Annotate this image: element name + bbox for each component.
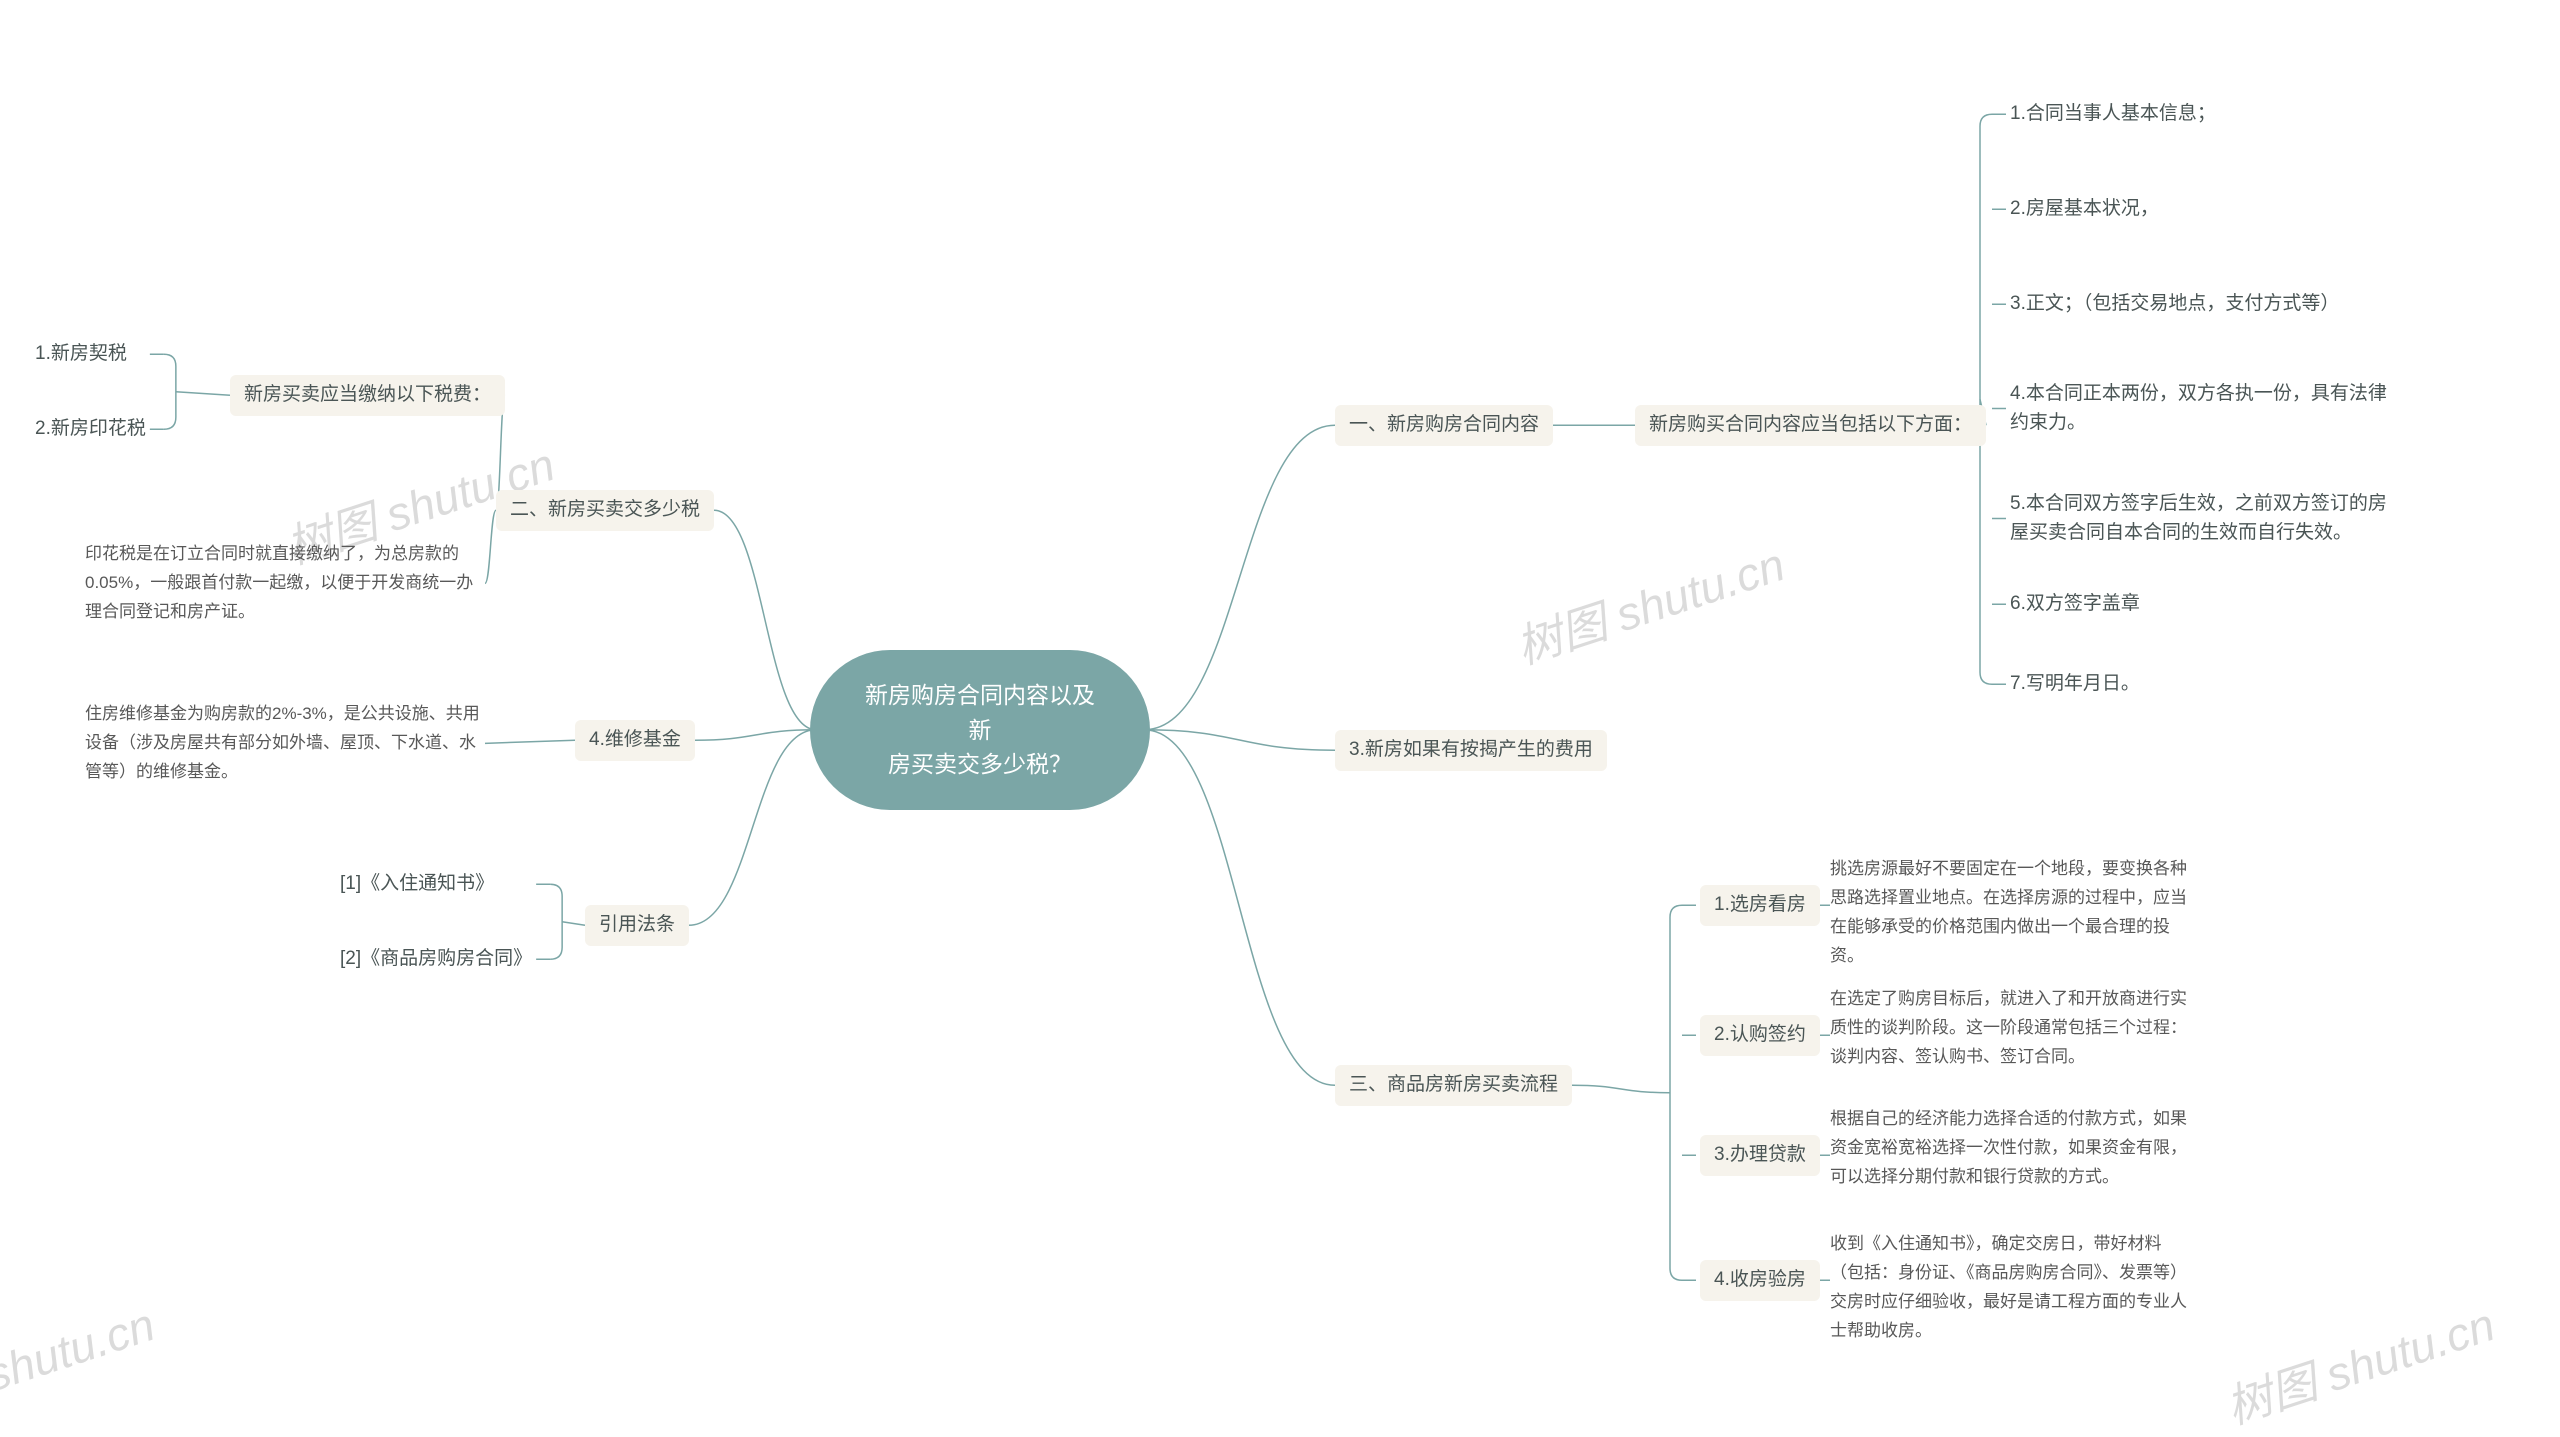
leaf-contract-4[interactable]: 4.本合同正本两份，双方各执一份，具有法律约束力。 bbox=[2010, 380, 2390, 437]
branch-maintenance-fund[interactable]: 4.维修基金 bbox=[575, 720, 695, 761]
mindmap-canvas: 树图 shutu.cn 树图 shutu.cn 树图 shutu.cn 树图 s… bbox=[0, 0, 2560, 1409]
branch-contract-content[interactable]: 一、新房购房合同内容 bbox=[1335, 405, 1553, 446]
watermark: 树图 shutu.cn bbox=[1507, 529, 1792, 678]
ref-2[interactable]: [2]《商品房购房合同》 bbox=[340, 945, 532, 974]
process-step-3[interactable]: 3.办理贷款 bbox=[1700, 1135, 1820, 1176]
watermark: 树图 shutu.cn bbox=[2217, 1289, 2502, 1437]
process-desc-2: 在选定了购房目标后，就进入了和开放商进行实质性的谈判阶段。这一阶段通常包括三个过… bbox=[1830, 985, 2190, 1072]
process-step-1[interactable]: 1.选房看房 bbox=[1700, 885, 1820, 926]
branch-tax[interactable]: 二、新房买卖交多少税 bbox=[496, 490, 714, 531]
process-desc-1: 挑选房源最好不要固定在一个地段，要变换各种思路选择置业地点。在选择房源的过程中，… bbox=[1830, 855, 2190, 971]
watermark: 树图 shutu.cn bbox=[0, 1289, 162, 1437]
branch-mortgage-fee[interactable]: 3.新房如果有按揭产生的费用 bbox=[1335, 730, 1607, 771]
tax-note: 印花税是在订立合同时就直接缴纳了，为总房款的0.05%，一般跟首付款一起缴，以便… bbox=[85, 540, 485, 627]
leaf-contract-2[interactable]: 2.房屋基本状况， bbox=[2010, 195, 2159, 224]
central-topic[interactable]: 新房购房合同内容以及新 房买卖交多少税？ bbox=[810, 650, 1150, 810]
leaf-tax-1[interactable]: 1.新房契税 bbox=[35, 340, 127, 369]
leaf-contract-5[interactable]: 5.本合同双方签字后生效，之前双方签订的房屋买卖合同自本合同的生效而自行失效。 bbox=[2010, 490, 2390, 547]
process-desc-3: 根据自己的经济能力选择合适的付款方式，如果资金宽裕宽裕选择一次性付款，如果资金有… bbox=[1830, 1105, 2190, 1192]
process-step-2[interactable]: 2.认购签约 bbox=[1700, 1015, 1820, 1056]
leaf-contract-1[interactable]: 1.合同当事人基本信息； bbox=[2010, 100, 2216, 129]
branch-tax-sub[interactable]: 新房买卖应当缴纳以下税费： bbox=[230, 375, 505, 416]
process-step-4[interactable]: 4.收房验房 bbox=[1700, 1260, 1820, 1301]
branch-references[interactable]: 引用法条 bbox=[585, 905, 689, 946]
central-line2: 房买卖交多少税？ bbox=[888, 751, 1072, 777]
branch-purchase-process[interactable]: 三、商品房新房买卖流程 bbox=[1335, 1065, 1572, 1106]
ref-1[interactable]: [1]《入住通知书》 bbox=[340, 870, 494, 899]
branch-contract-sub[interactable]: 新房购买合同内容应当包括以下方面： bbox=[1635, 405, 1986, 446]
leaf-contract-6[interactable]: 6.双方签字盖章 bbox=[2010, 590, 2140, 619]
central-line1: 新房购房合同内容以及新 bbox=[865, 682, 1095, 743]
leaf-tax-2[interactable]: 2.新房印花税 bbox=[35, 415, 146, 444]
maintenance-note: 住房维修基金为购房款的2%-3%，是公共设施、共用设备（涉及房屋共有部分如外墙、… bbox=[85, 700, 485, 787]
leaf-contract-3[interactable]: 3.正文；（包括交易地点，支付方式等） bbox=[2010, 290, 2339, 319]
leaf-contract-7[interactable]: 7.写明年月日。 bbox=[2010, 670, 2140, 699]
process-desc-4: 收到《入住通知书》，确定交房日，带好材料（包括：身份证、《商品房购房合同》、发票… bbox=[1830, 1230, 2190, 1346]
